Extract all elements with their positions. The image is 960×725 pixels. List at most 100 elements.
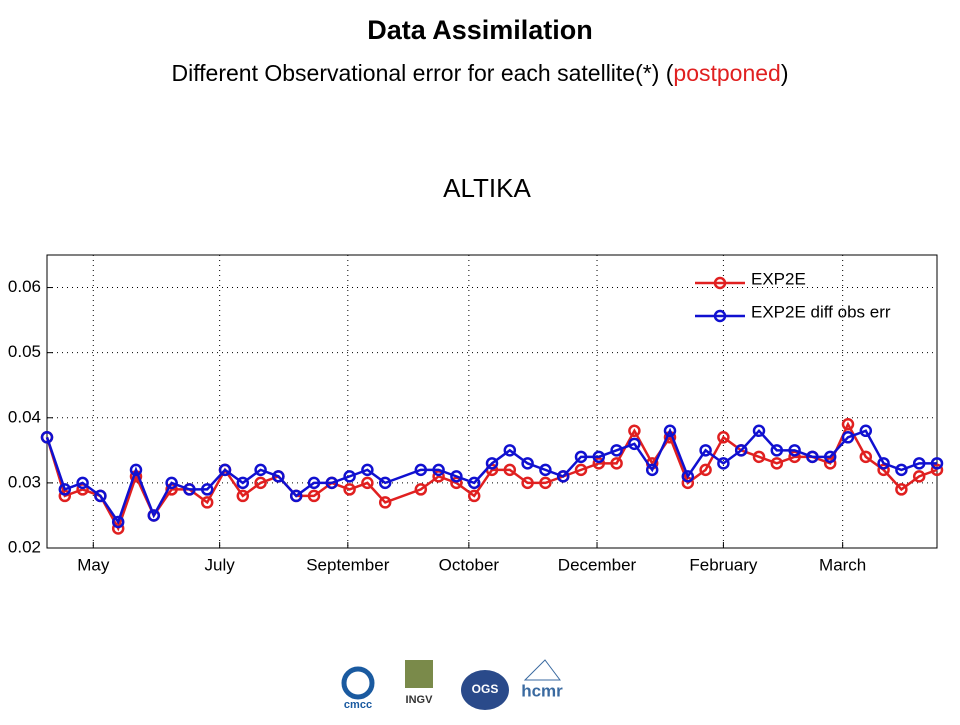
- logo-icon: [405, 660, 433, 688]
- subtitle-highlight: postponed: [673, 60, 780, 86]
- data-point: [200, 483, 214, 496]
- data-point: [236, 476, 250, 490]
- data-point: [895, 463, 908, 477]
- y-tick-label: 0.05: [8, 342, 41, 361]
- data-point: [94, 489, 107, 503]
- data-point: [610, 457, 623, 470]
- data-point: [930, 463, 944, 477]
- data-point: [289, 489, 303, 503]
- y-tick-label: 0.03: [8, 472, 41, 491]
- data-point: [752, 450, 766, 464]
- data-point: [272, 470, 285, 483]
- data-point: [414, 463, 428, 477]
- logo-icon: [523, 659, 561, 681]
- data-point: [592, 450, 606, 464]
- plot-area: [46, 254, 938, 549]
- data-point: [58, 483, 72, 496]
- data-point: [681, 470, 695, 483]
- data-point: [859, 450, 873, 464]
- logo-text: OGS: [472, 682, 499, 696]
- logos: cmcc INGV OGS hcmr: [341, 659, 563, 711]
- data-point: [539, 463, 552, 477]
- data-point: [58, 489, 72, 503]
- data-point: [663, 424, 677, 438]
- x-tick-label: July: [205, 555, 236, 574]
- data-point: [823, 457, 837, 470]
- data-point: [895, 483, 908, 496]
- logo-icon: [461, 670, 509, 710]
- data-point: [521, 476, 534, 490]
- data-point: [361, 476, 374, 490]
- data-point: [806, 450, 819, 464]
- legend-marker: [713, 309, 727, 323]
- x-tick-label: September: [306, 555, 389, 574]
- logo-text: hcmr: [521, 681, 563, 700]
- x-tick-label: December: [558, 555, 637, 574]
- slide-title: Data Assimilation: [367, 15, 593, 45]
- x-tick-label: March: [819, 555, 866, 574]
- data-point: [841, 431, 855, 444]
- data-point: [111, 515, 125, 529]
- data-point: [236, 489, 250, 503]
- data-point: [912, 470, 926, 483]
- data-point: [76, 476, 89, 490]
- data-point: [877, 457, 890, 470]
- data-point: [218, 463, 232, 477]
- data-point: [450, 470, 463, 483]
- data-point: [485, 457, 499, 470]
- data-point: [752, 424, 766, 438]
- data-point: [467, 476, 481, 490]
- data-point: [200, 496, 214, 509]
- data-point: [859, 424, 873, 438]
- data-point: [40, 431, 54, 444]
- subtitle-text: Different Observational error for each s…: [171, 60, 673, 86]
- data-point: [343, 470, 356, 483]
- data-point: [539, 476, 552, 490]
- data-point: [467, 489, 481, 503]
- data-point: [503, 444, 517, 457]
- data-point: [770, 457, 784, 470]
- data-point: [325, 476, 339, 490]
- data-point: [610, 444, 623, 457]
- data-point: [734, 444, 748, 457]
- data-point: [129, 463, 143, 477]
- data-point: [877, 463, 890, 477]
- data-point: [147, 509, 161, 522]
- x-tick-label: February: [689, 555, 758, 574]
- y-tick-label: 0.04: [8, 407, 41, 426]
- data-point: [699, 444, 712, 457]
- data-point: [361, 463, 374, 477]
- legend-label: EXP2E: [751, 269, 806, 288]
- data-point: [930, 457, 944, 470]
- data-point: [788, 444, 801, 457]
- logo-text: INGV: [406, 694, 434, 706]
- data-point: [183, 483, 196, 496]
- logo-text: cmcc: [344, 699, 372, 711]
- series-line: [45, 427, 937, 525]
- data-point: [645, 463, 659, 477]
- logo-icon: [341, 666, 375, 700]
- data-point: [823, 450, 837, 464]
- chart-title: ALTIKA: [443, 173, 531, 203]
- data-point: [307, 489, 321, 503]
- data-point: [343, 483, 356, 496]
- data-point: [841, 418, 855, 431]
- data-point: [503, 463, 517, 477]
- slide-subtitle: Different Observational error for each s…: [171, 60, 788, 86]
- data-point: [378, 476, 392, 490]
- data-point: [699, 463, 712, 477]
- subtitle-text: ): [781, 60, 789, 86]
- legend-label: EXP2E diff obs err: [751, 302, 891, 321]
- data-point: [574, 463, 588, 477]
- data-point: [770, 444, 784, 457]
- legend-marker: [713, 276, 727, 290]
- data-point: [521, 457, 534, 470]
- data-point: [717, 431, 730, 444]
- data-point: [432, 463, 445, 477]
- data-point: [788, 450, 801, 464]
- data-point: [912, 457, 926, 470]
- data-point: [450, 476, 463, 490]
- x-tick-label: May: [77, 555, 110, 574]
- data-point: [254, 463, 267, 477]
